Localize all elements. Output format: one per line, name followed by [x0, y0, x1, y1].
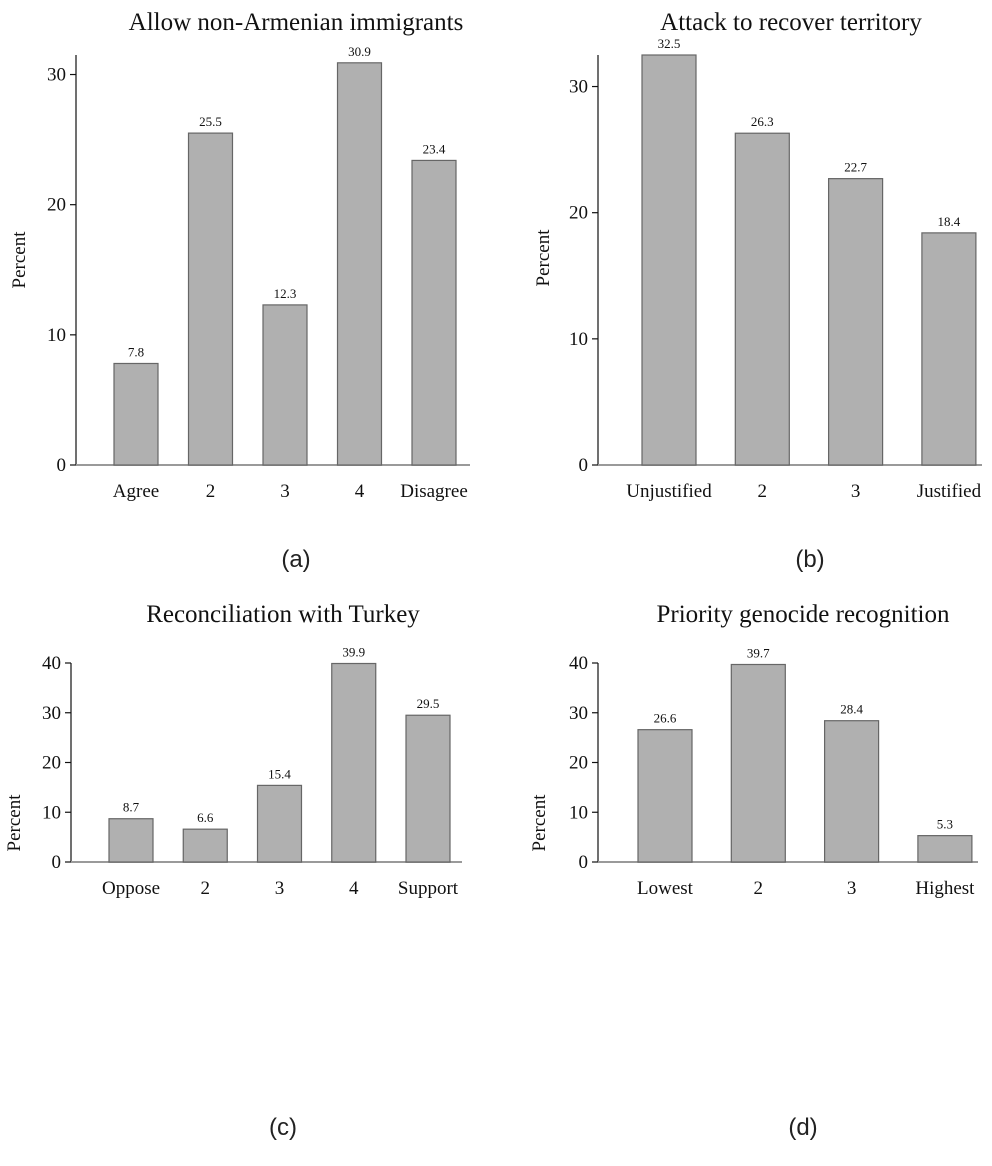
bar-oppose	[108, 818, 154, 863]
category-label: 2	[206, 481, 216, 502]
y-tick-label: 0	[52, 852, 62, 873]
category-label: 3	[847, 878, 857, 899]
data-label: 26.3	[751, 114, 774, 129]
y-tick-label: 10	[47, 325, 66, 346]
category-label: Support	[398, 878, 459, 899]
category-label: Disagree	[400, 481, 468, 502]
bar-2	[182, 828, 228, 863]
y-tick-label: 40	[42, 653, 61, 674]
category-label: Agree	[113, 481, 159, 502]
data-label: 26.6	[654, 711, 677, 726]
data-label: 12.3	[274, 286, 297, 301]
chart-title: Allow non-Armenian immigrants	[129, 9, 464, 36]
bar-3	[262, 304, 308, 466]
y-axis-label: Percent	[4, 794, 25, 852]
category-label: 4	[355, 481, 365, 502]
y-axis-label: Percent	[533, 229, 554, 287]
y-tick-label: 10	[42, 802, 61, 823]
bar-highest	[917, 835, 973, 863]
chart-panel-a: Allow non-Armenian immigrants Percent 0 10 2…	[9, 9, 470, 573]
y-tick-label: 30	[42, 703, 61, 724]
y-tick-label: 20	[569, 203, 588, 224]
category-label: Highest	[915, 878, 975, 899]
category-label: Lowest	[637, 878, 694, 899]
category-label: Unjustified	[626, 481, 712, 502]
bar-support	[405, 714, 451, 863]
data-label: 22.7	[844, 160, 867, 175]
category-label: 3	[275, 878, 285, 899]
data-label: 6.6	[197, 810, 214, 825]
panel-label: (d)	[788, 1114, 817, 1141]
bar-3	[827, 178, 884, 466]
category-label: 2	[201, 878, 211, 899]
data-label: 30.9	[348, 44, 371, 59]
category-label: 4	[349, 878, 359, 899]
y-tick-label: 30	[47, 65, 66, 86]
data-label: 15.4	[268, 766, 291, 781]
bar-2	[730, 663, 786, 863]
category-label: Oppose	[102, 878, 160, 899]
chart-title: Priority genocide recognition	[657, 601, 950, 628]
category-label: 3	[851, 481, 861, 502]
data-label: 8.7	[123, 800, 140, 815]
y-axis-label: Percent	[9, 231, 30, 289]
data-label: 25.5	[199, 114, 222, 129]
category-label: 2	[754, 878, 764, 899]
data-label: 23.4	[423, 141, 446, 156]
y-tick-label: 20	[569, 753, 588, 774]
bar-lowest	[637, 729, 693, 863]
bar-3	[823, 720, 880, 863]
data-label: 5.3	[937, 817, 953, 832]
data-label: 32.5	[658, 36, 681, 51]
y-tick-label: 30	[569, 703, 588, 724]
bar-disagree	[411, 159, 457, 466]
y-tick-label: 0	[579, 455, 589, 476]
y-tick-label: 10	[569, 329, 588, 350]
data-label: 7.8	[128, 344, 144, 359]
y-tick-label: 0	[57, 455, 67, 476]
panel-label: (a)	[281, 546, 310, 573]
y-tick-label: 10	[569, 802, 588, 823]
panel-label: (b)	[795, 546, 824, 573]
bar-3	[256, 784, 303, 863]
chart-panel-d: Priority genocide recognition Percent 0 10 2…	[529, 601, 978, 1141]
data-label: 39.7	[747, 645, 770, 660]
bar-2	[187, 132, 234, 466]
bar-4	[331, 662, 377, 863]
y-tick-label: 20	[42, 753, 61, 774]
bar-4	[336, 62, 383, 466]
y-tick-label: 40	[569, 653, 588, 674]
bar-justified	[921, 232, 977, 466]
data-label: 28.4	[840, 702, 863, 717]
y-tick-label: 30	[569, 77, 588, 98]
y-tick-label: 0	[579, 852, 589, 873]
bar-unjustified	[641, 54, 697, 466]
category-label: 2	[758, 481, 768, 502]
category-label: 3	[280, 481, 290, 502]
bar-agree	[113, 362, 159, 466]
y-tick-label: 20	[47, 195, 66, 216]
data-label: 39.9	[342, 644, 365, 659]
panel-label: (c)	[269, 1114, 297, 1141]
chart-panel-c: Reconciliation with Turkey Percent 0 10 20 30…	[4, 601, 462, 1141]
data-label: 18.4	[938, 214, 961, 229]
bar-2	[734, 132, 790, 466]
category-label: Justified	[917, 481, 982, 502]
y-axis-label: Percent	[529, 794, 550, 852]
chart-title: Reconciliation with Turkey	[146, 601, 420, 628]
chart-panel-b: Attack to recover territory Percent 0 10 20 3…	[533, 9, 982, 573]
chart-title: Attack to recover territory	[660, 9, 922, 36]
data-label: 29.5	[417, 696, 440, 711]
